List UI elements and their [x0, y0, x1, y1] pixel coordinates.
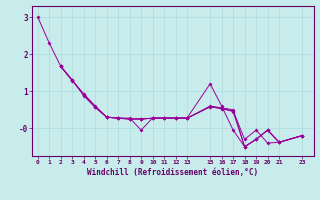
X-axis label: Windchill (Refroidissement éolien,°C): Windchill (Refroidissement éolien,°C): [87, 168, 258, 177]
